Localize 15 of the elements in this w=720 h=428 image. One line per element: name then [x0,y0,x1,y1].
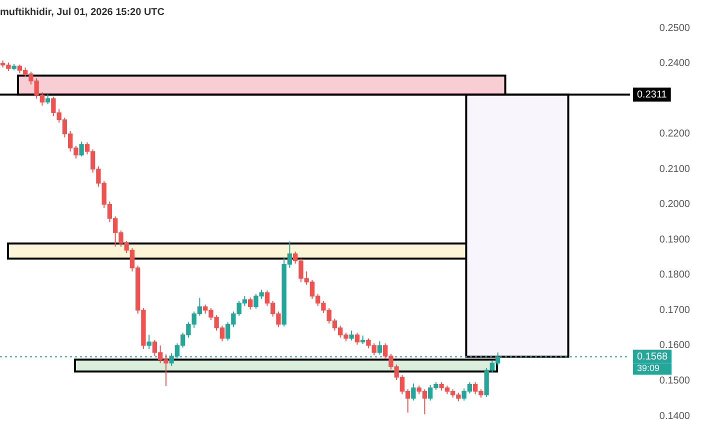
ref-line-label: 0.2311 [637,89,668,100]
y-tick-label: 0.1900 [659,234,690,246]
y-tick-label: 0.2200 [659,128,690,140]
y-tick-label: 0.2000 [659,199,690,210]
y-tick-label: 0.1400 [659,410,690,422]
text: 39:09 [637,363,660,374]
y-tick-label: 0.2100 [659,164,690,175]
ref-line-label: 0.1568 [637,351,668,362]
y-tick-label: 0.2400 [659,58,690,70]
y-tick-label: 0.1800 [659,270,690,281]
y-tick-label: 0.1600 [659,340,690,352]
y-tick-label: 0.1700 [659,304,690,316]
chart-title: muftikhidir, Jul 01, 2026 15:20 UTC [0,6,165,18]
y-tick-label: 0.2500 [659,22,690,34]
y-tick-label: 0.1500 [659,375,690,386]
